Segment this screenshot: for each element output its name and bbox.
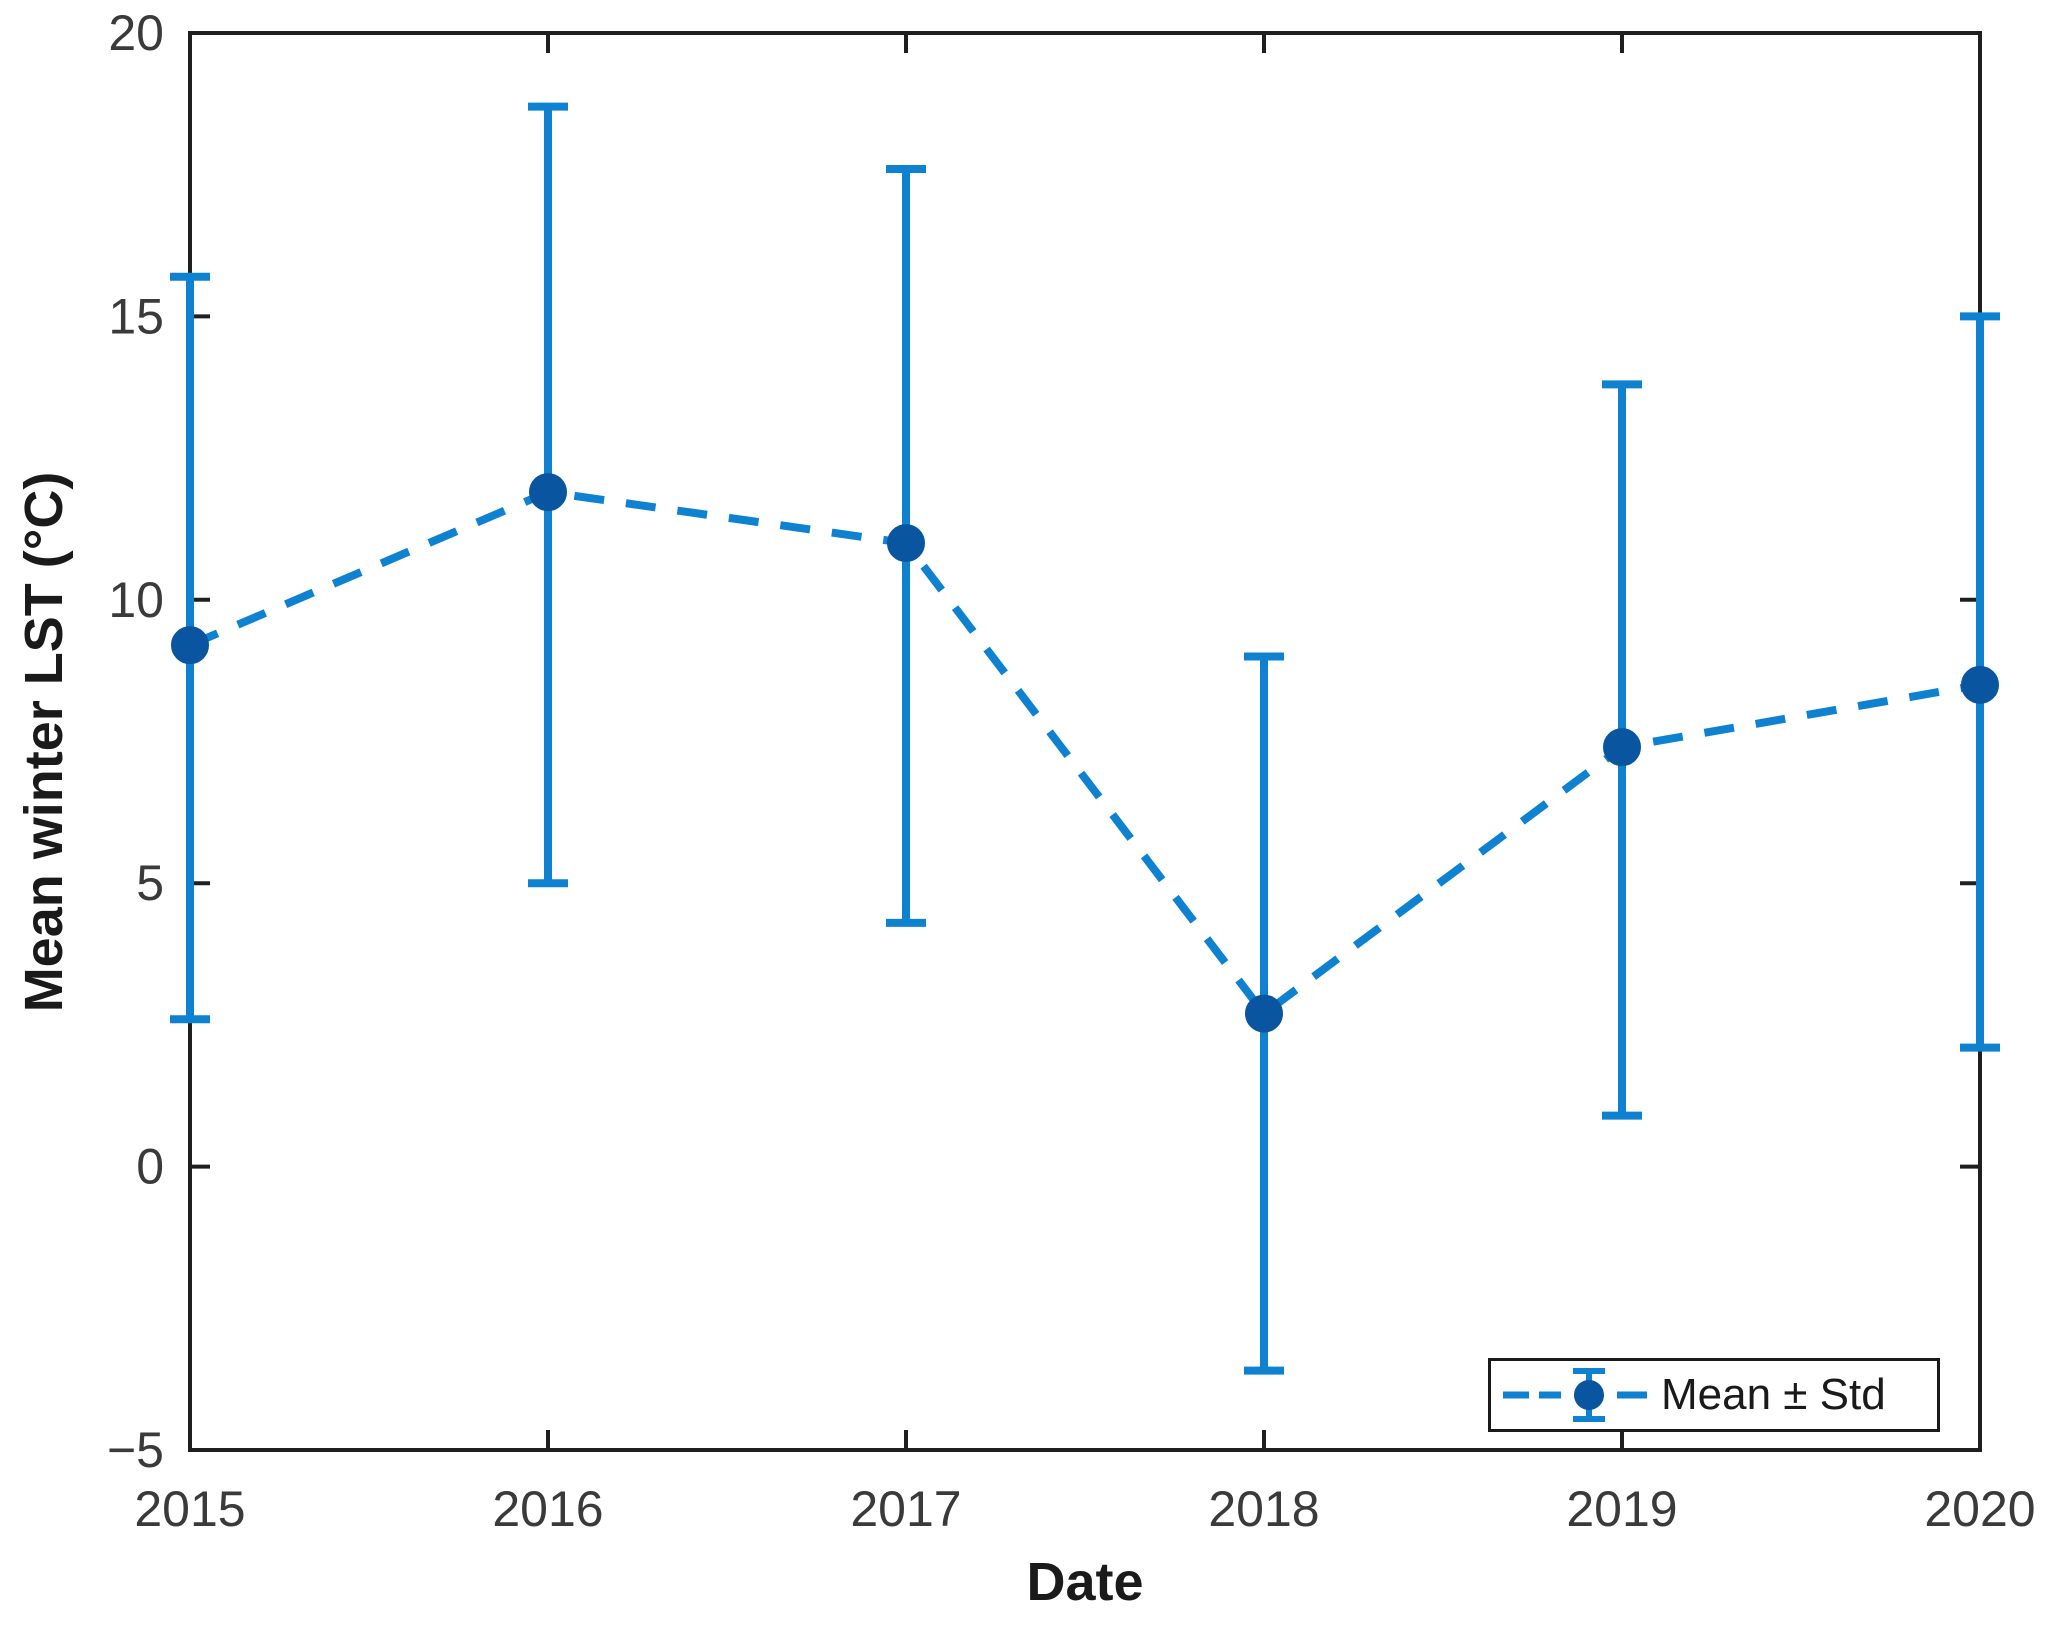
x-tick-label: 2015 [134,1481,245,1537]
data-point-2017 [887,524,925,563]
y-tick-label: 10 [108,572,164,628]
markers [171,473,1999,1033]
y-tick-label: −5 [107,1422,164,1478]
legend: Mean ± Std [1488,1358,1940,1432]
x-tick-label: 2018 [1208,1481,1319,1537]
data-point-2019 [1603,728,1641,767]
legend-label: Mean ± Std [1661,1370,1886,1419]
data-point-2020 [1961,665,1999,704]
y-tick-label: 5 [136,855,164,911]
legend-errorbar-glyph [1503,1368,1647,1422]
errorbars [170,102,2000,1375]
axes [188,31,1982,1452]
x-axis-label: Date [1026,1552,1144,1612]
x-tick-label: 2016 [492,1481,603,1537]
y-tick-label: 15 [108,288,164,344]
data-point-2018 [1245,994,1283,1033]
x-tick-label: 2020 [1924,1481,2035,1537]
x-tick-label: 2017 [850,1481,961,1537]
y-tick-label: 20 [108,5,164,61]
mean-line [188,487,1981,1020]
y-axis-label: Mean winter LST (°C) [14,471,74,1013]
data-point-2015 [171,626,209,665]
x-tick-label: 2019 [1566,1481,1677,1537]
tick-labels: −5 0 5 10 15 20 2015 2016 2017 2018 2019 2020 [107,5,2036,1537]
y-tick-label: 0 [136,1139,164,1195]
data-point-2016 [529,473,567,512]
